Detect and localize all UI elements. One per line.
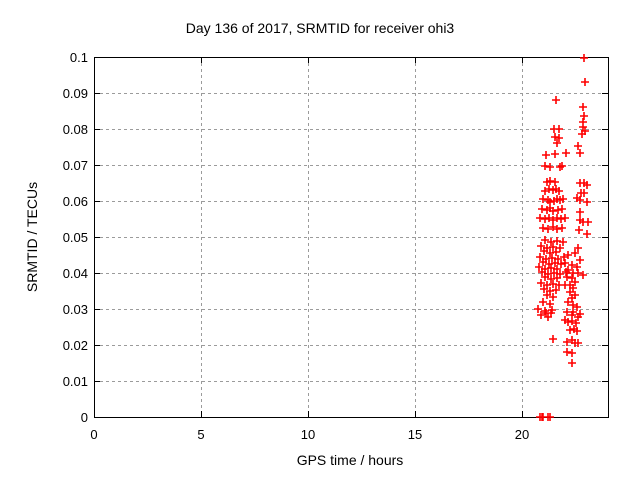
x-tick-label: 20	[514, 427, 530, 442]
data-point-markers	[534, 54, 592, 421]
plot-border	[94, 57, 609, 418]
x-tick-label: 5	[197, 427, 205, 442]
y-tick-label: 0	[80, 410, 88, 425]
x-tick-label: 10	[300, 427, 316, 442]
x-axis-label: GPS time / hours	[296, 452, 404, 468]
y-tick-label: 0.08	[62, 122, 88, 137]
y-tick-label: 0.07	[62, 158, 88, 173]
x-tick-label: 0	[90, 427, 98, 442]
y-tick-label: 0.04	[62, 266, 88, 281]
x-tick-label: 15	[407, 427, 423, 442]
y-tick-label: 0.01	[62, 374, 88, 389]
y-tick-label: 0.02	[62, 338, 88, 353]
y-tick-label: 0.03	[62, 302, 88, 317]
chart-title: Day 136 of 2017, SRMTID for receiver ohi…	[185, 20, 455, 36]
y-tick-label: 0.09	[62, 86, 88, 101]
y-tick-label: 0.05	[62, 230, 88, 245]
y-tick-label: 0.06	[62, 194, 88, 209]
y-tick-label: 0.1	[69, 50, 88, 65]
